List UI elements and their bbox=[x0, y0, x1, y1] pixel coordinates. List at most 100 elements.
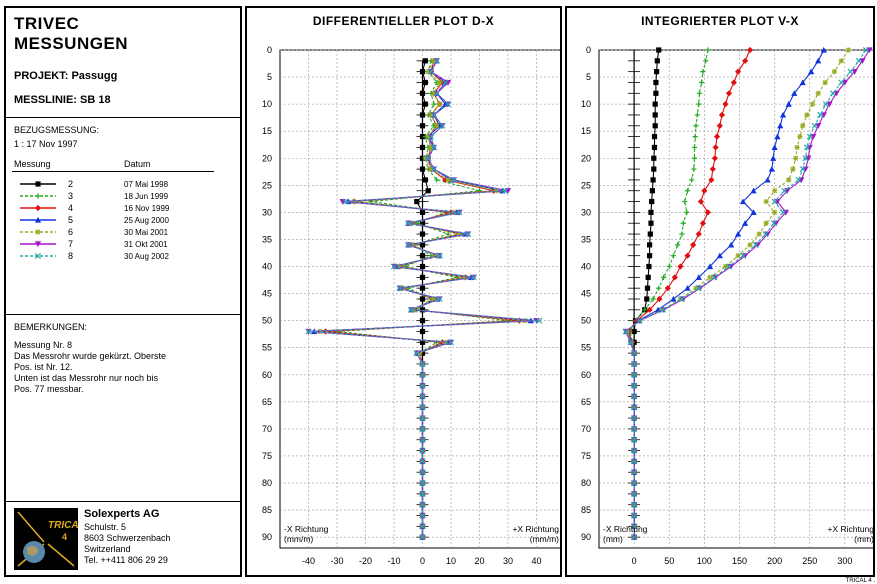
data-point bbox=[771, 144, 778, 151]
data-point bbox=[718, 111, 726, 119]
y-tick-label: 80 bbox=[262, 478, 272, 488]
legend-datum: 18 Jun 1999 bbox=[124, 192, 169, 201]
remarks-text: Messung Nr. 8 Das Messrohr wurde gekürzt… bbox=[14, 340, 166, 395]
data-point bbox=[351, 198, 357, 205]
data-point bbox=[684, 285, 691, 291]
data-point bbox=[747, 242, 753, 248]
data-point bbox=[419, 285, 426, 291]
data-point bbox=[422, 79, 428, 86]
data-point bbox=[419, 209, 426, 215]
data-point bbox=[434, 253, 440, 259]
data-point bbox=[631, 458, 638, 465]
legend-datum: 25 Aug 2000 bbox=[124, 216, 169, 225]
data-point bbox=[822, 79, 828, 86]
data-point bbox=[419, 242, 426, 248]
data-point bbox=[696, 101, 702, 107]
axis-label: +X Richtung bbox=[827, 524, 873, 534]
data-point bbox=[770, 220, 777, 227]
data-point bbox=[811, 122, 818, 129]
y-tick-label: 35 bbox=[262, 234, 272, 244]
y-tick-label: 90 bbox=[581, 532, 591, 542]
data-point bbox=[428, 68, 435, 75]
data-point bbox=[730, 79, 737, 86]
data-point bbox=[712, 144, 719, 151]
data-point bbox=[647, 231, 653, 237]
data-point bbox=[430, 166, 437, 173]
data-point bbox=[419, 490, 426, 497]
data-point bbox=[465, 231, 472, 238]
data-point bbox=[862, 46, 869, 54]
data-point bbox=[799, 166, 806, 173]
remark-line: Das Messrohr wurde gekürzt. Oberste bbox=[14, 351, 167, 361]
data-point bbox=[417, 350, 423, 356]
y-tick-label: 25 bbox=[262, 180, 272, 190]
data-point bbox=[677, 296, 684, 302]
data-point bbox=[636, 317, 643, 324]
address-line: Tel. ++411 806 29 29 bbox=[84, 555, 168, 565]
data-point bbox=[419, 328, 426, 335]
data-point bbox=[851, 69, 858, 75]
data-point bbox=[677, 263, 684, 270]
y-tick-label: 90 bbox=[262, 532, 272, 542]
data-point bbox=[651, 144, 658, 151]
data-point bbox=[770, 155, 777, 161]
data-point bbox=[771, 198, 778, 205]
y-tick-label: 60 bbox=[262, 370, 272, 380]
data-point bbox=[651, 155, 657, 161]
series-line bbox=[629, 49, 709, 538]
data-point bbox=[431, 90, 437, 96]
legend-messung: 2 bbox=[68, 179, 73, 189]
data-point bbox=[631, 512, 638, 519]
data-point bbox=[437, 79, 443, 86]
x-tick-label: -30 bbox=[330, 556, 343, 566]
differential-plot: -40 -30 -20 -10 0 10 20 30 40 50 0 5 10 15 20 25 30 35 40 4… bbox=[262, 45, 560, 566]
data-point bbox=[631, 404, 638, 411]
data-point bbox=[656, 285, 662, 291]
data-point bbox=[829, 90, 836, 97]
data-point bbox=[700, 69, 706, 75]
data-point bbox=[791, 90, 798, 96]
data-point bbox=[419, 425, 426, 432]
company-address: Schulstr. 5 8603 Schwerzenbach Switzerla… bbox=[84, 522, 171, 566]
data-point bbox=[631, 480, 638, 487]
data-point bbox=[653, 90, 659, 96]
data-point bbox=[433, 57, 440, 64]
y-tick-label: 75 bbox=[581, 451, 591, 461]
data-point bbox=[808, 68, 815, 75]
data-point bbox=[442, 79, 449, 86]
data-point bbox=[820, 46, 827, 53]
data-point bbox=[646, 263, 652, 270]
data-point bbox=[695, 274, 702, 280]
data-point bbox=[422, 101, 428, 107]
data-point bbox=[419, 274, 426, 280]
globe-icon: TRICAL 4 bbox=[17, 511, 85, 567]
project-label: PROJEKT: Passugg bbox=[14, 70, 118, 82]
data-point bbox=[425, 134, 431, 140]
x-tick-label: 300 bbox=[837, 556, 852, 566]
y-tick-label: 15 bbox=[581, 126, 591, 136]
data-point bbox=[419, 447, 426, 454]
data-point bbox=[390, 263, 398, 270]
data-point bbox=[447, 339, 455, 346]
legend-marker bbox=[35, 181, 41, 187]
data-point bbox=[752, 241, 759, 248]
y-tick-label: 55 bbox=[581, 343, 591, 353]
legend-marker bbox=[34, 252, 42, 260]
data-point bbox=[648, 220, 654, 226]
info-panel: TRIVEC MESSUNGEN PROJEKT: Passugg MESSLI… bbox=[4, 6, 242, 577]
data-point bbox=[711, 274, 718, 281]
data-point bbox=[631, 490, 638, 497]
data-point bbox=[831, 69, 837, 75]
data-point bbox=[762, 231, 769, 238]
data-point bbox=[690, 241, 697, 248]
data-point bbox=[653, 79, 659, 86]
data-point bbox=[631, 436, 638, 443]
data-point bbox=[739, 252, 747, 259]
data-point bbox=[722, 263, 729, 270]
data-point bbox=[707, 274, 713, 280]
data-point bbox=[419, 469, 426, 476]
data-point bbox=[419, 253, 426, 259]
logo-text: TRICAL bbox=[48, 520, 78, 531]
data-point bbox=[419, 296, 426, 302]
axis-label: (mm/m) bbox=[530, 534, 559, 544]
